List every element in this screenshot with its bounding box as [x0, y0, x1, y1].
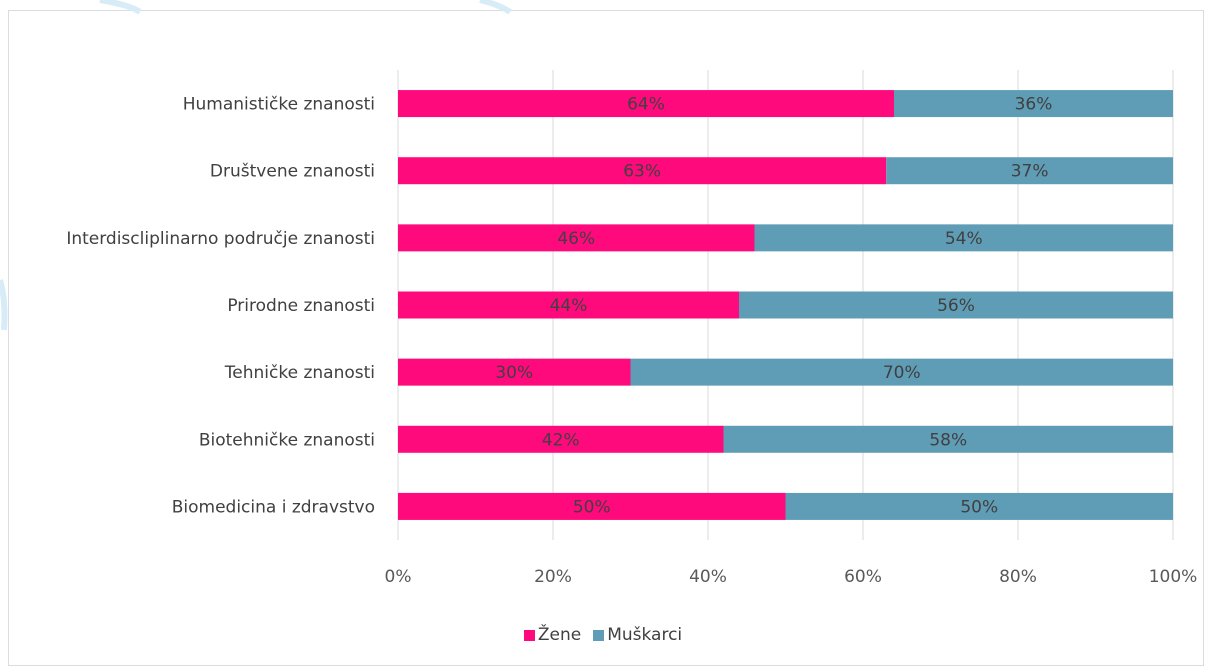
data-label: 50%: [573, 497, 611, 517]
data-label: 70%: [883, 363, 921, 383]
bar-muskarci: [886, 157, 1173, 185]
bar-muskarci: [723, 425, 1173, 453]
x-tick-label: 40%: [689, 567, 727, 587]
category-label: Biotehničke znanosti: [199, 430, 375, 450]
x-tick-label: 80%: [999, 567, 1037, 587]
data-label: 54%: [945, 229, 983, 249]
data-label: 64%: [627, 95, 665, 115]
legend: Žene Muškarci: [0, 620, 1206, 650]
legend-item-muskarci: Muškarci: [593, 625, 682, 645]
category-labels: Humanističke znanosti Društvene znanosti I…: [66, 95, 375, 518]
category-label: Društvene znanosti: [210, 162, 375, 182]
bar-zene: [398, 157, 887, 185]
legend-swatch-zene: [523, 629, 535, 641]
data-label: 56%: [937, 296, 975, 316]
data-label: 50%: [960, 497, 998, 517]
bar-muskarci: [630, 358, 1173, 386]
legend-swatch-muskarci: [593, 629, 605, 641]
x-tick-label: 100%: [1149, 567, 1198, 587]
bar-zene: [398, 358, 631, 386]
category-label: Tehničke znanosti: [224, 363, 375, 383]
chart-frame: [8, 10, 1204, 666]
bar-zene: [398, 425, 724, 453]
bar-zene: [398, 492, 786, 520]
bar-muskarci: [739, 291, 1173, 319]
data-label: 30%: [495, 363, 533, 383]
data-label: 36%: [1015, 95, 1053, 115]
data-label: 42%: [542, 430, 580, 450]
legend-item-zene: Žene: [523, 625, 582, 645]
x-tick-label: 60%: [844, 567, 882, 587]
data-label: 37%: [1011, 162, 1049, 182]
bar-muskarci: [785, 492, 1173, 520]
bar-zene: [398, 224, 755, 252]
data-label: 58%: [929, 430, 967, 450]
category-label: Interdiscliplinarno područje znanosti: [66, 229, 375, 249]
category-label: Biomedicina i zdravstvo: [172, 497, 375, 517]
bar-muskarci: [894, 90, 1173, 118]
data-label: 44%: [550, 296, 588, 316]
bar-muskarci: [754, 224, 1173, 252]
data-label: 63%: [623, 162, 661, 182]
x-axis-ticks: 0% 20% 40% 60% 80% 100%: [385, 567, 1198, 587]
legend-label-zene: Žene: [537, 625, 582, 645]
category-label: Humanističke znanosti: [183, 95, 375, 115]
bar-zene: [398, 90, 894, 118]
bar-zene: [398, 291, 739, 319]
x-tick-label: 20%: [534, 567, 572, 587]
legend-label-muskarci: Muškarci: [607, 625, 683, 645]
data-label: 46%: [557, 229, 595, 249]
x-tick-label: 0%: [385, 567, 412, 587]
bars: 64% 36% 63% 37% 46% 54% 44% 56% 30% 70% 42% 58% 50% 5…: [398, 90, 1173, 520]
category-label: Prirodne znanosti: [227, 296, 375, 316]
